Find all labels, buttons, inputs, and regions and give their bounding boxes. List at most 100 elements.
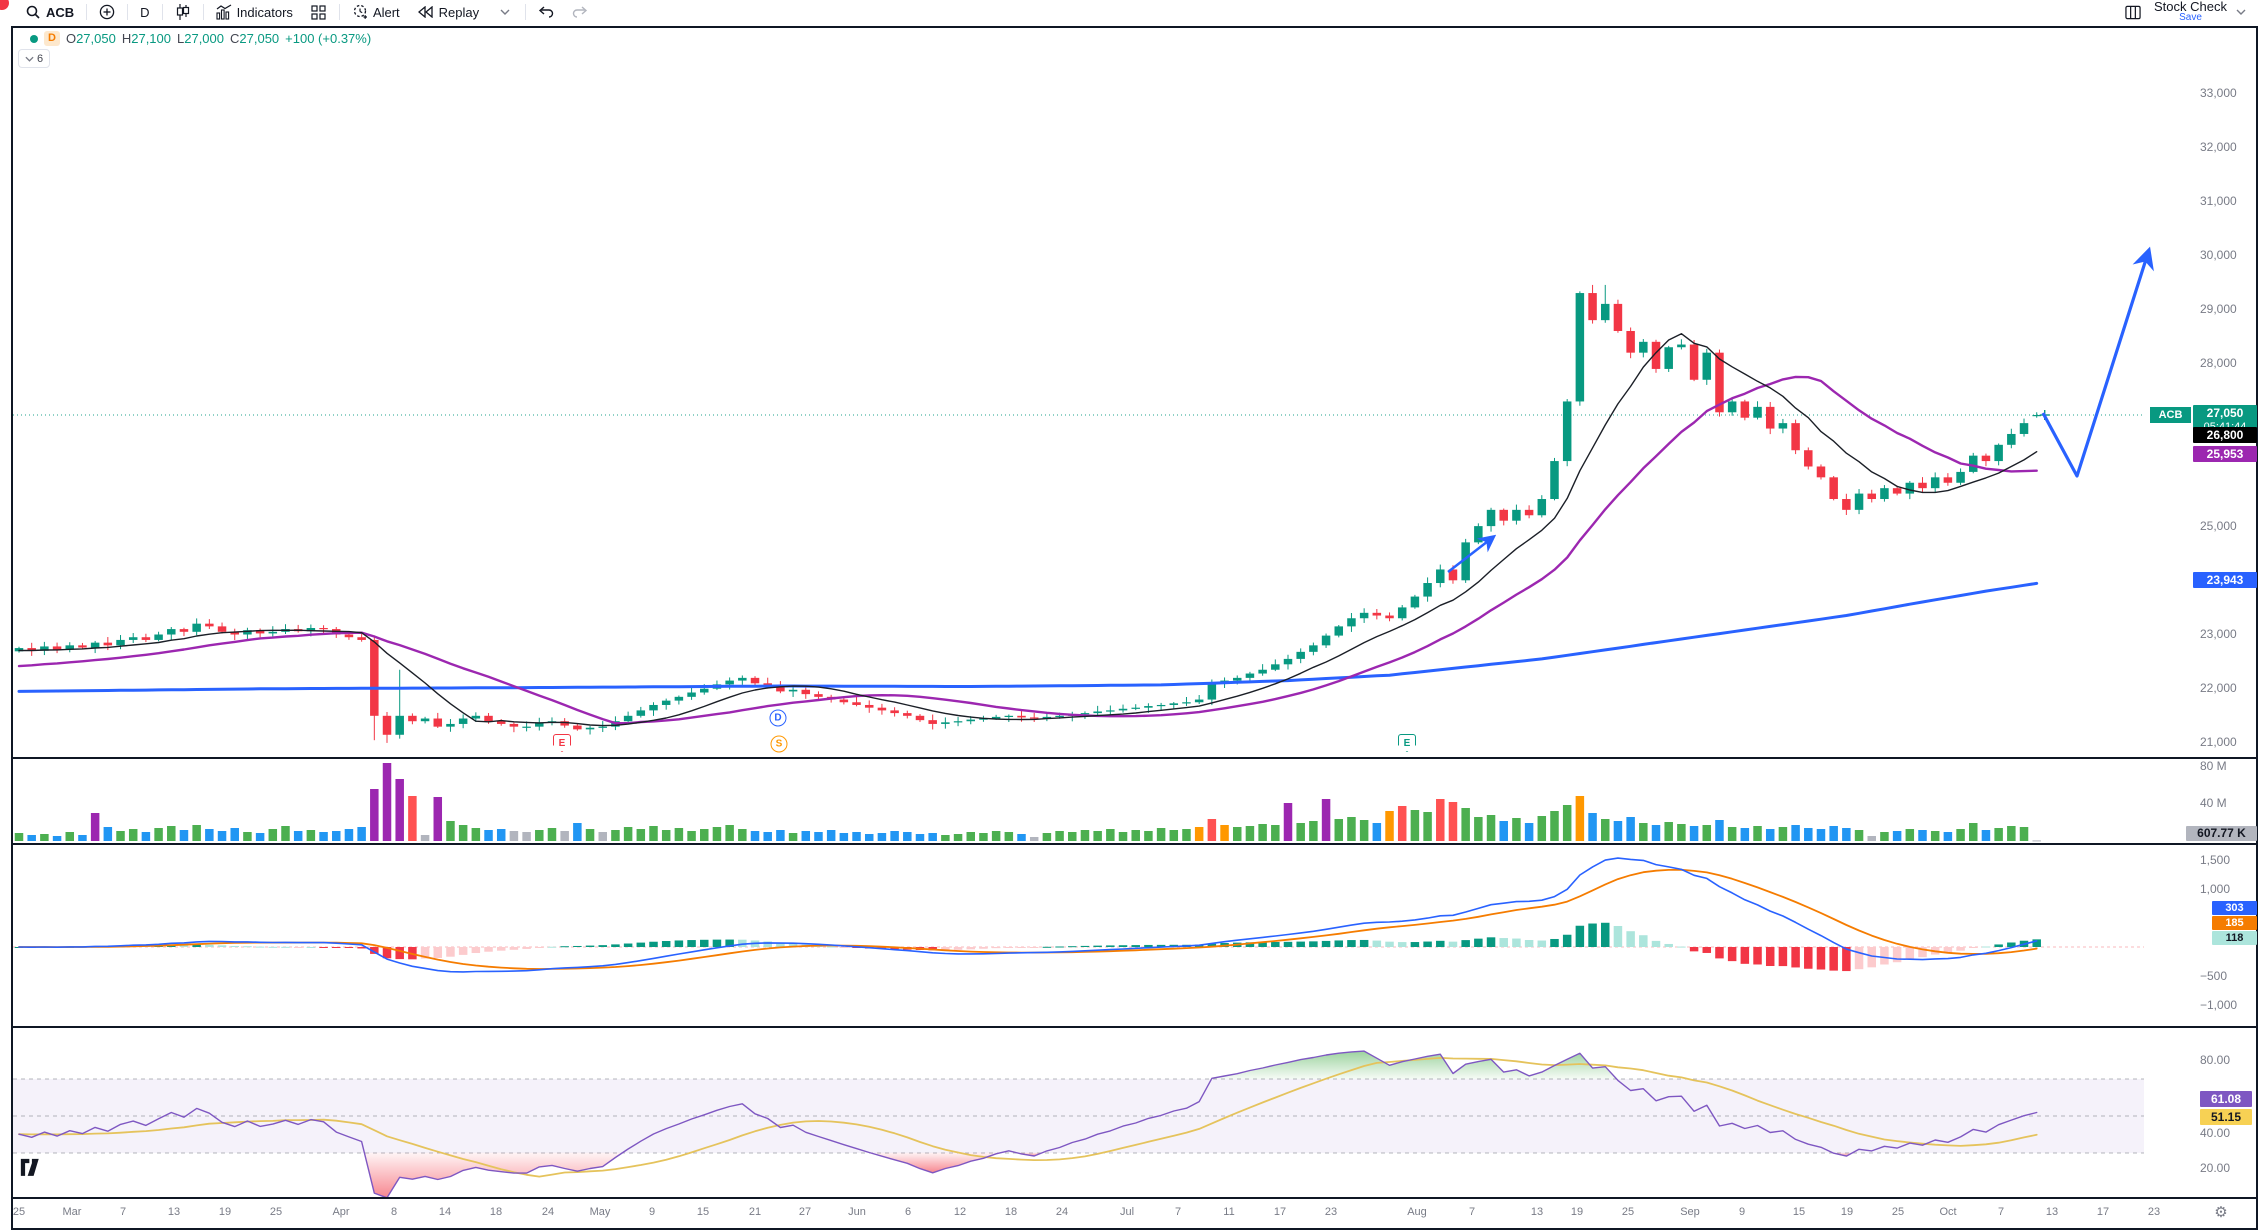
price-volume-divider[interactable] [11, 757, 2258, 759]
layout-name: Stock Check [2154, 0, 2227, 14]
time-axis-label: 23 [2147, 1206, 2161, 1218]
purple-ma-badge: 25,953 [2193, 446, 2257, 462]
macd-rsi-divider[interactable] [11, 1026, 2258, 1028]
volume-badge: 607.77 K [2186, 826, 2257, 841]
replay-rewind-icon [418, 4, 434, 20]
price-line-symbol-tag: ACB [2150, 407, 2191, 423]
macd-hist-badge: 118 [2212, 931, 2257, 945]
time-axis-label: 13 [167, 1206, 181, 1218]
tradingview-logo[interactable] [20, 1158, 50, 1185]
layout-columns-icon [2125, 4, 2141, 20]
time-axis-label: May [589, 1206, 611, 1218]
time-axis-label: 19 [1570, 1206, 1584, 1218]
chart-frame [11, 26, 2258, 1230]
time-axis-label: 18 [1004, 1206, 1018, 1218]
price-scale-label: 28,000 [2200, 356, 2237, 370]
time-axis-label: 6 [904, 1206, 912, 1218]
price-scale-label: 23,000 [2200, 627, 2237, 641]
rsi-ma-badge: 51.15 [2200, 1109, 2252, 1125]
macd-line-badge: 303 [2212, 901, 2257, 915]
indicators-label: Indicators [236, 4, 293, 20]
time-axis-label: 12 [953, 1206, 967, 1218]
time-axis-label: 7 [1174, 1206, 1182, 1218]
earnings-marker[interactable]: E [553, 734, 571, 752]
timezone-settings-gear-icon[interactable]: ⚙ [2214, 1204, 2228, 1221]
macd-scale-label: −1,000 [2200, 998, 2238, 1012]
time-axis-label: 25 [269, 1206, 283, 1218]
redo-icon [572, 4, 588, 20]
rsi-badge: 61.08 [2200, 1091, 2252, 1107]
time-axis-label: 7 [119, 1206, 127, 1218]
collapsed-indicators-button[interactable]: 6 [18, 49, 51, 68]
open-label: O27,050 [65, 31, 116, 46]
symbol-name: ACB [46, 4, 75, 20]
time-axis-label: 23 [1324, 1206, 1338, 1218]
time-axis-label: Apr [332, 1206, 350, 1218]
redo-button[interactable] [563, 1, 597, 23]
price-scale-label: 33,000 [2200, 86, 2237, 100]
close-label: C27,050 [230, 31, 280, 46]
time-axis-label: 8 [390, 1206, 398, 1218]
symbol-search-button[interactable]: ACB [16, 1, 83, 23]
interval-button[interactable]: D [131, 1, 158, 23]
volume-macd-divider[interactable] [11, 843, 2258, 845]
candlestick-style-icon [175, 4, 191, 20]
time-axis-label: 25 [1891, 1206, 1905, 1218]
rsi-scale-label: 20.00 [2200, 1161, 2231, 1175]
split-marker[interactable]: S [770, 735, 788, 753]
alert-label: Alert [372, 4, 400, 20]
time-axis-label: 13 [2045, 1206, 2059, 1218]
blue-ma-badge: 23,943 [2193, 572, 2257, 588]
price-scale-label: 21,000 [2200, 735, 2237, 749]
toolbar-separator [338, 4, 340, 20]
rsi-timeaxis-divider [11, 1197, 2258, 1199]
chart-style-button[interactable] [166, 1, 200, 23]
macd-scale-label: −500 [2200, 969, 2228, 983]
status-dot [30, 34, 38, 43]
layout-dropdown-chevron[interactable] [2231, 1, 2251, 23]
alert-button[interactable]: Alert [343, 1, 409, 23]
earnings-marker[interactable]: E [1398, 734, 1416, 752]
high-label: H27,100 [121, 31, 171, 46]
time-axis-label: 27 [798, 1206, 812, 1218]
compare-add-button[interactable] [90, 1, 124, 23]
macd-scale-label: 1,500 [2200, 853, 2231, 867]
time-axis-label: 19 [1840, 1206, 1854, 1218]
price-scale-label: 25,000 [2200, 519, 2237, 533]
layout-panels-button[interactable] [2116, 1, 2150, 23]
dividend-marker[interactable]: D [769, 709, 787, 727]
replay-dropdown-chevron[interactable] [488, 1, 522, 23]
grid-templates-icon [311, 4, 327, 20]
undo-icon [538, 4, 554, 20]
low-value: 27,000 [184, 31, 224, 46]
time-axis-label: 18 [489, 1206, 503, 1218]
prev-level-badge: 26,800 [2193, 427, 2257, 443]
interval-badge: D [44, 31, 60, 46]
toolbar-separator [127, 4, 129, 20]
time-axis-label: Jul [1119, 1206, 1135, 1218]
toolbar-separator [161, 4, 163, 20]
undo-button[interactable] [529, 1, 563, 23]
indicators-button[interactable]: Indicators [207, 1, 302, 23]
time-axis-label: 21 [748, 1206, 762, 1218]
price-scale-label: 30,000 [2200, 248, 2237, 262]
symbol-legend[interactable]: D O27,050 H27,100 L27,000 C27,050 +100 (… [30, 31, 371, 46]
toolbar-separator [202, 4, 204, 20]
time-axis-label: 9 [1738, 1206, 1746, 1218]
time-axis-label: 9 [648, 1206, 656, 1218]
price-scale-label: 31,000 [2200, 194, 2237, 208]
time-axis-label: Jun [848, 1206, 866, 1218]
replay-button[interactable]: Replay [409, 1, 488, 23]
layout-name-block[interactable]: Stock Check Save [2154, 0, 2227, 23]
volume-scale-label: 80 M [2200, 759, 2227, 773]
low-label: L27,000 [177, 31, 224, 46]
time-axis-label: 7 [1997, 1206, 2005, 1218]
time-axis-label: 24 [541, 1206, 555, 1218]
rsi-scale-label: 80.00 [2200, 1053, 2231, 1067]
toolbar-left-group: ACB D Indicators [0, 0, 597, 24]
time-axis-label: Aug [1407, 1206, 1427, 1218]
save-layout-link[interactable]: Save [2179, 12, 2202, 23]
indicator-templates-button[interactable] [302, 1, 336, 23]
